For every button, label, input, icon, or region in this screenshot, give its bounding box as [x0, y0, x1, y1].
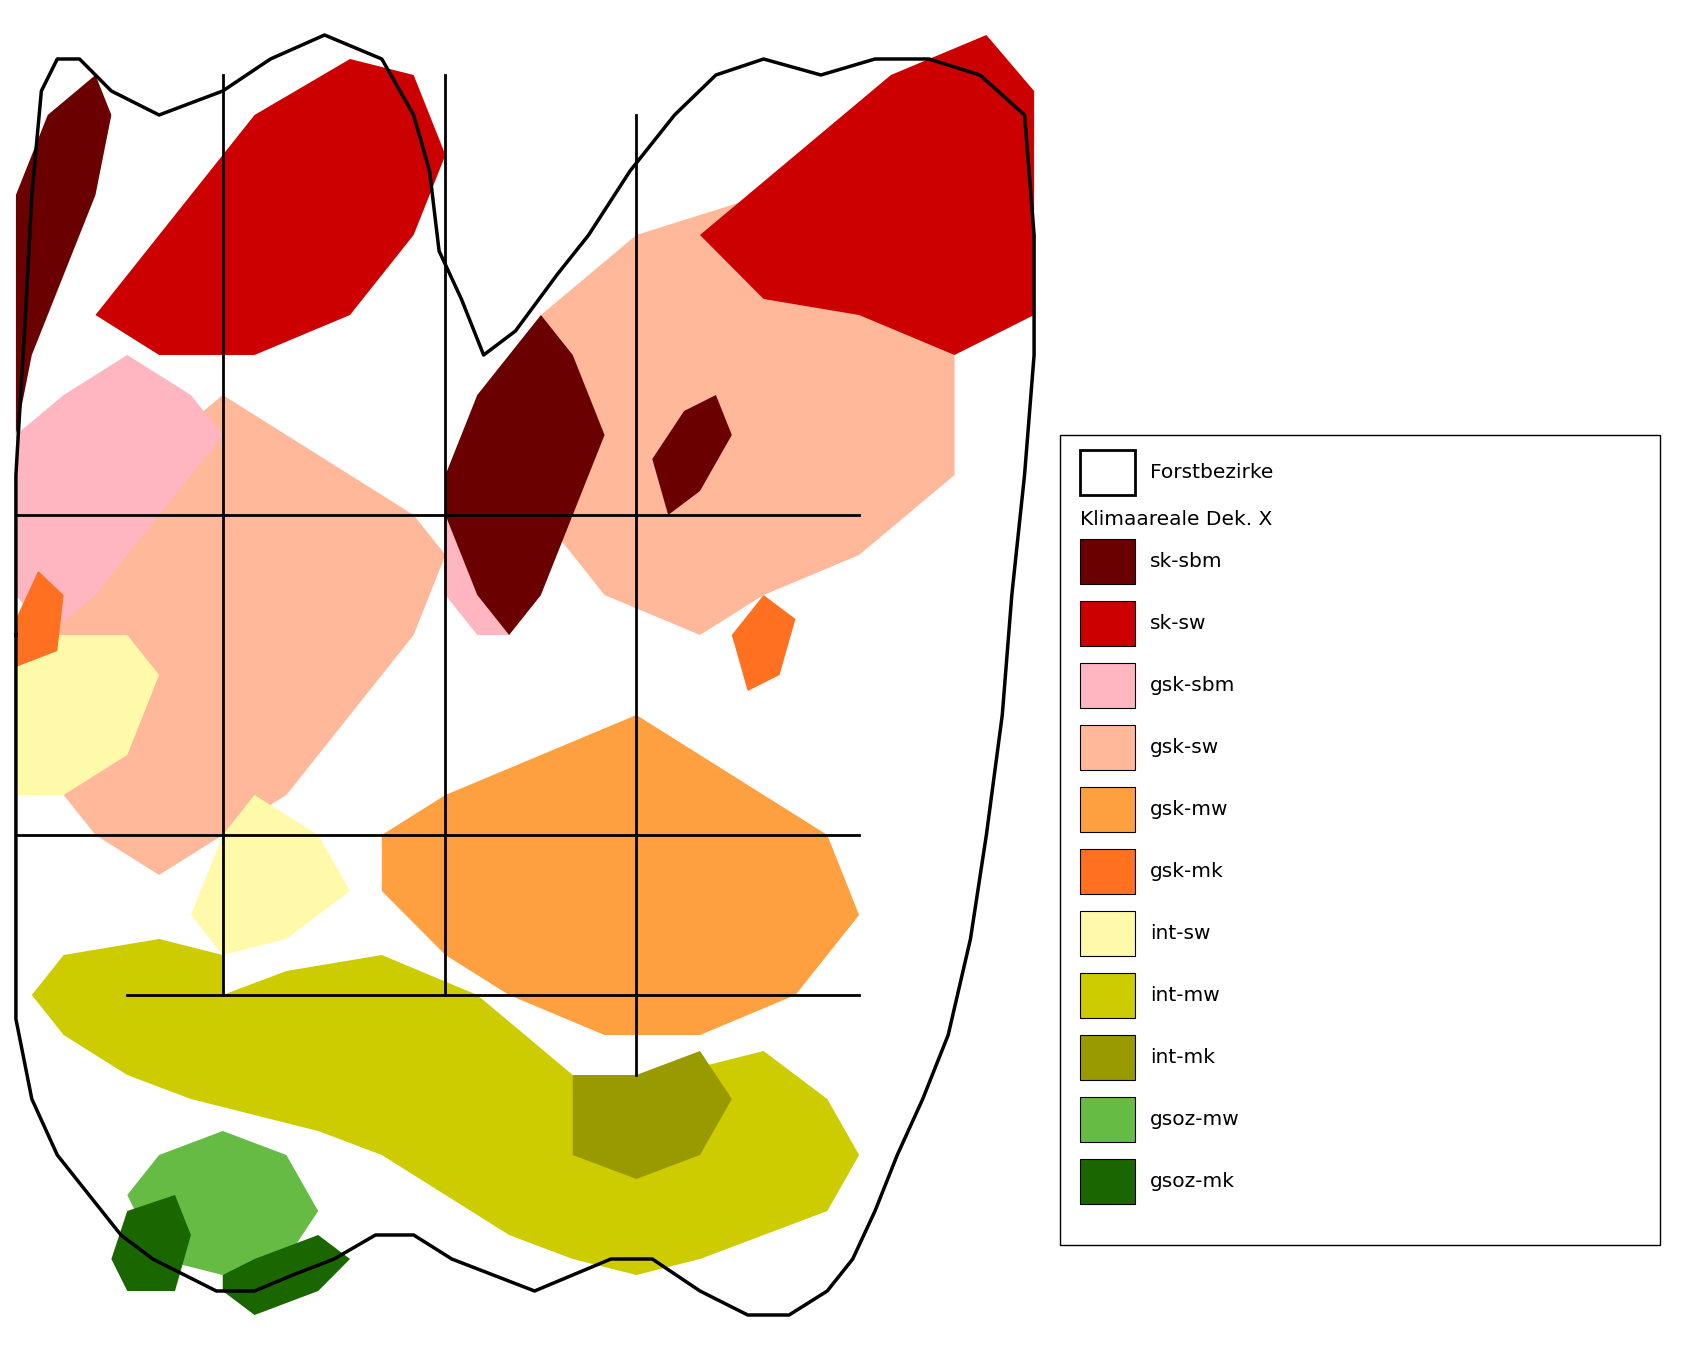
Text: sk-sw: sk-sw [1149, 615, 1207, 633]
Polygon shape [15, 355, 223, 635]
Polygon shape [1080, 849, 1136, 894]
Polygon shape [445, 515, 541, 635]
Polygon shape [1080, 972, 1136, 1018]
Polygon shape [15, 572, 63, 667]
Polygon shape [1080, 539, 1136, 584]
Polygon shape [15, 395, 445, 876]
Text: gsoz-mw: gsoz-mw [1149, 1110, 1239, 1128]
Polygon shape [128, 1131, 318, 1275]
Text: gsk-sw: gsk-sw [1149, 738, 1219, 757]
Polygon shape [190, 795, 350, 955]
Text: gsk-mw: gsk-mw [1149, 800, 1229, 819]
Polygon shape [95, 59, 445, 355]
Polygon shape [1080, 601, 1136, 646]
Polygon shape [1080, 725, 1136, 769]
Text: Klimaareale Dek. X: Klimaareale Dek. X [1080, 510, 1272, 529]
Polygon shape [1080, 1036, 1136, 1080]
Polygon shape [1080, 663, 1136, 707]
Polygon shape [32, 939, 858, 1275]
Polygon shape [382, 716, 858, 1036]
Text: gsk-mk: gsk-mk [1149, 862, 1224, 881]
Text: int-sw: int-sw [1149, 924, 1210, 943]
Text: gsk-sbm: gsk-sbm [1149, 677, 1236, 695]
Polygon shape [445, 315, 605, 635]
Text: sk-sbm: sk-sbm [1149, 551, 1222, 572]
Polygon shape [731, 594, 796, 691]
Polygon shape [223, 1235, 350, 1315]
Text: Forstbezirke: Forstbezirke [1149, 463, 1273, 482]
Polygon shape [15, 635, 160, 795]
Polygon shape [653, 395, 731, 515]
Polygon shape [1080, 1098, 1136, 1142]
Polygon shape [573, 1050, 731, 1180]
Text: gsoz-mk: gsoz-mk [1149, 1171, 1234, 1192]
Polygon shape [112, 1194, 190, 1291]
Polygon shape [1080, 1159, 1136, 1204]
Polygon shape [1080, 451, 1136, 495]
Polygon shape [15, 75, 112, 434]
Polygon shape [1061, 434, 1659, 1245]
Polygon shape [1080, 911, 1136, 956]
Polygon shape [541, 195, 954, 635]
Text: int-mk: int-mk [1149, 1048, 1216, 1067]
Polygon shape [1080, 787, 1136, 833]
Polygon shape [700, 35, 1034, 355]
Text: int-mw: int-mw [1149, 986, 1219, 1005]
